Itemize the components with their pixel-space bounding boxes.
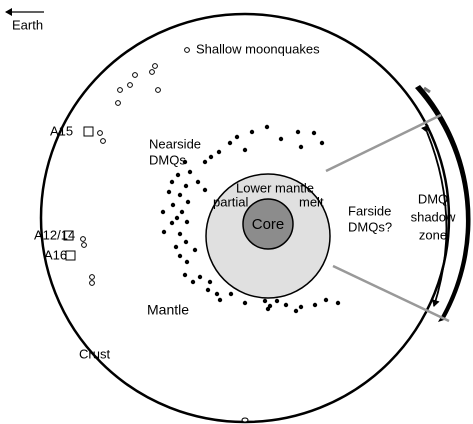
shallow-moonquake	[127, 82, 133, 88]
shadow-line	[325, 113, 442, 173]
station-a12-14	[63, 230, 74, 241]
deep-moonquake	[177, 231, 183, 237]
deep-moonquake	[183, 183, 189, 189]
deep-moonquake	[242, 300, 248, 306]
shallow-moonquake	[115, 100, 121, 106]
farside-label: Farside	[348, 203, 391, 218]
deep-moonquake	[283, 302, 289, 308]
deep-moonquake	[293, 308, 299, 314]
shadow-line	[332, 264, 450, 323]
shallow-moonquake	[81, 242, 87, 248]
shallow-moonquakes-label: Shallow moonquakes	[196, 41, 320, 56]
deep-moonquake	[190, 279, 196, 285]
deep-moonquake	[177, 253, 183, 259]
deep-moonquake	[169, 220, 175, 226]
station-a16	[65, 250, 76, 261]
deep-moonquake	[179, 209, 185, 215]
shallow-moonquake	[155, 87, 161, 93]
shallow-moonquake	[152, 63, 158, 69]
deep-moonquake	[166, 189, 172, 195]
deep-moonquake	[207, 279, 213, 285]
deep-moonquake	[185, 199, 191, 205]
a16-label: A16	[44, 247, 67, 262]
deep-moonquake	[182, 159, 188, 165]
partial-label: partial	[213, 194, 249, 209]
shallow-moonquake	[97, 130, 103, 136]
shallow-moonquake	[149, 69, 155, 75]
deep-moonquake	[169, 179, 175, 185]
shallow-moonquake	[89, 280, 95, 286]
deep-moonquake	[242, 147, 248, 153]
deep-moonquake	[208, 154, 214, 160]
deep-moonquake	[278, 136, 284, 142]
surface-marker	[241, 417, 249, 423]
deep-moonquake	[173, 244, 179, 250]
deep-moonquake	[183, 239, 189, 245]
shadow-zone-label: DMQ	[418, 191, 448, 206]
deep-moonquake	[262, 298, 268, 304]
deep-moonquake	[298, 144, 304, 150]
deep-moonquake	[274, 298, 280, 304]
deep-moonquake	[298, 304, 304, 310]
station-a15	[83, 126, 94, 137]
shallow-moonquake	[132, 72, 138, 78]
deep-moonquake	[216, 149, 222, 155]
crust-label: Crust	[79, 346, 110, 361]
mantle-label: Mantle	[147, 302, 189, 318]
shallow-moonquake	[89, 274, 95, 280]
nearside-label: DMQs	[149, 152, 186, 167]
deep-moonquake	[264, 124, 270, 130]
deep-moonquake	[187, 169, 193, 175]
shadow-zone-label: shadow	[411, 209, 456, 224]
deep-moonquake	[197, 274, 203, 280]
deep-moonquake	[217, 297, 223, 303]
deep-moonquake	[184, 219, 190, 225]
deep-moonquake	[249, 129, 255, 135]
deep-moonquake	[192, 247, 198, 253]
shallow-moonquake	[100, 138, 106, 144]
core	[242, 198, 294, 250]
a15-label: A15	[50, 123, 73, 138]
shallow-moonquake	[184, 47, 190, 53]
lower-mantle-label: Lower mantle	[236, 180, 314, 195]
melt-label: melt	[299, 194, 324, 209]
deep-moonquake	[319, 140, 325, 146]
deep-moonquake	[175, 172, 181, 178]
deep-moonquake	[311, 130, 317, 136]
deep-moonquake	[170, 202, 176, 208]
shadow-zone-label: zone	[419, 227, 447, 242]
deep-moonquake	[161, 229, 167, 235]
deep-moonquake	[335, 300, 341, 306]
core-label: Core	[252, 216, 285, 233]
deep-moonquake	[214, 291, 220, 297]
deep-moonquake	[265, 306, 271, 312]
farside-label: DMQs?	[348, 219, 392, 234]
deep-moonquake	[227, 140, 233, 146]
earth-label: Earth	[12, 17, 43, 32]
deep-moonquake	[184, 259, 190, 265]
shallow-moonquake	[80, 236, 86, 242]
deep-moonquake	[295, 129, 301, 135]
deep-moonquake	[202, 159, 208, 165]
deep-moonquake	[312, 302, 318, 308]
deep-moonquake	[195, 179, 201, 185]
deep-moonquake	[177, 192, 183, 198]
shadow-arrow	[421, 124, 448, 307]
deep-moonquake	[234, 134, 240, 140]
deep-moonquake	[323, 297, 329, 303]
deep-moonquake	[205, 287, 211, 293]
a12-14-label: A12/14	[34, 227, 75, 242]
deep-moonquake	[160, 209, 166, 215]
deep-moonquake	[228, 291, 234, 297]
deep-moonquake	[182, 272, 188, 278]
deep-moonquake	[202, 187, 208, 193]
crust-patch	[423, 86, 431, 94]
deep-moonquake	[174, 215, 180, 221]
shallow-moonquake	[117, 87, 123, 93]
nearside-label: Nearside	[149, 136, 201, 151]
